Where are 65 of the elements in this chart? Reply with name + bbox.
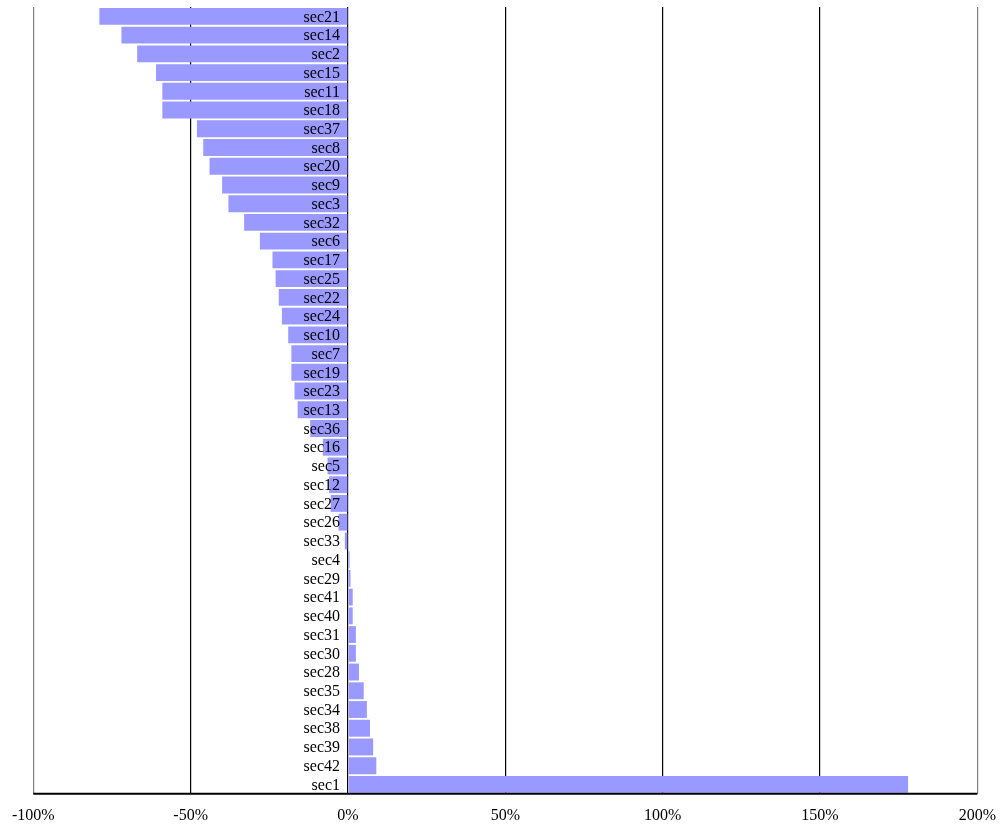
y-tick-label: sec30 <box>303 644 340 662</box>
y-tick-label: sec21 <box>303 7 340 25</box>
x-tick-label: -100% <box>12 805 55 823</box>
y-tick-label: sec40 <box>303 607 340 625</box>
y-tick-label: sec37 <box>303 119 340 137</box>
x-tick-label: 100% <box>644 805 682 823</box>
bar <box>348 738 374 756</box>
y-tick-label: sec42 <box>303 756 340 774</box>
y-tick-label: sec38 <box>303 719 340 737</box>
bar <box>196 120 348 138</box>
y-tick-label: sec1 <box>311 775 340 793</box>
y-tick-label: sec31 <box>303 625 340 643</box>
x-tick-label: 150% <box>801 805 839 823</box>
bar <box>348 663 360 681</box>
bar <box>209 157 348 175</box>
y-tick-label: sec15 <box>303 63 340 81</box>
x-tick-label: 0% <box>337 805 359 823</box>
bar <box>348 682 364 700</box>
y-tick-label: sec7 <box>311 344 340 362</box>
bar <box>348 719 371 737</box>
y-tick-label: sec2 <box>311 45 340 63</box>
x-tick-label: -50% <box>173 805 208 823</box>
y-tick-label: sec33 <box>303 532 340 550</box>
y-tick-label: sec18 <box>303 101 340 119</box>
bar <box>348 701 367 718</box>
bar <box>162 82 348 100</box>
y-tick-label: sec16 <box>303 438 340 456</box>
y-tick-label: sec26 <box>303 513 340 531</box>
y-tick-label: sec12 <box>303 475 340 493</box>
y-tick-label: sec35 <box>303 681 340 699</box>
y-tick-label: sec41 <box>303 588 340 606</box>
y-tick-label: sec20 <box>303 157 340 175</box>
bar <box>348 626 356 643</box>
y-tick-label: sec3 <box>311 194 340 212</box>
bar <box>156 64 348 81</box>
y-tick-label: sec36 <box>303 419 340 437</box>
y-tick-label: sec11 <box>304 82 340 100</box>
y-tick-label: sec27 <box>303 494 340 512</box>
y-tick-label: sec39 <box>303 738 340 756</box>
y-tick-label: sec22 <box>303 288 340 306</box>
y-tick-label: sec5 <box>311 457 340 475</box>
y-tick-label: sec17 <box>303 251 340 269</box>
bar <box>203 139 348 156</box>
y-tick-label: sec4 <box>311 550 340 568</box>
x-tick-label: 50% <box>490 805 520 823</box>
y-tick-label: sec19 <box>303 363 340 381</box>
y-tick-label: sec23 <box>303 382 340 400</box>
y-tick-label: sec9 <box>311 176 340 194</box>
bar <box>348 776 909 793</box>
y-tick-label: sec25 <box>303 269 340 287</box>
y-tick-label: sec10 <box>303 326 340 344</box>
bar <box>348 644 356 662</box>
y-tick-label: sec14 <box>303 26 340 44</box>
bar <box>228 195 348 213</box>
y-tick-label: sec32 <box>303 213 340 231</box>
y-tick-label: sec29 <box>303 569 340 587</box>
bar <box>99 7 348 25</box>
y-tick-label: sec34 <box>303 700 340 718</box>
bar <box>348 757 377 775</box>
y-tick-label: sec8 <box>311 138 340 156</box>
y-tick-label: sec13 <box>303 400 340 418</box>
y-tick-label: sec24 <box>303 307 340 325</box>
y-tick-label: sec6 <box>311 232 340 250</box>
x-tick-label: 200% <box>958 805 996 823</box>
y-tick-label: sec28 <box>303 663 340 681</box>
